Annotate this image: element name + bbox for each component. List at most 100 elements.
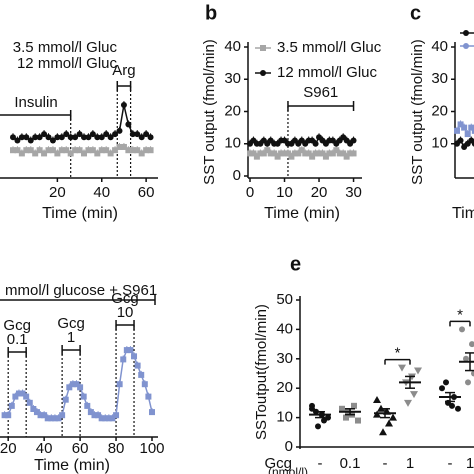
data-point [298,147,305,154]
data-point [63,131,70,138]
header: mmol/l glucose + S961 [5,282,157,299]
data-point [410,391,418,399]
data-point [103,131,110,138]
data-point [343,414,349,421]
data-point [385,419,393,427]
data-point [143,131,150,138]
data-point [149,409,155,416]
data-point [325,414,331,421]
legend-marker [463,30,469,36]
annotation: Gcg [3,317,31,334]
data-point [26,399,33,406]
data-point [439,385,445,392]
data-point [260,150,267,157]
data-point [326,150,333,157]
data-point [465,379,471,386]
data-point [414,367,422,375]
data-point [10,147,16,154]
x-axis-label: Time (min) [34,457,110,474]
data-point [322,153,329,160]
panel-letter: e [290,253,301,275]
data-point [27,147,34,154]
data-point [81,150,87,157]
data-point [102,415,109,422]
data-point [457,121,464,128]
data-point [73,381,80,388]
data-point [123,347,130,354]
data-point [271,150,278,157]
data-point [281,150,288,157]
y-tick-label: 40 [276,320,293,337]
data-point [94,150,101,157]
data-point [274,153,281,160]
data-point [373,395,381,403]
y-tick-label: 0 [285,438,293,455]
data-point [257,150,264,157]
data-point [41,131,48,138]
data-point [67,134,74,141]
x-tick-label: 1 [406,455,414,472]
data-point [58,147,65,154]
x-tick-label: 60 [138,184,155,201]
data-point [76,147,83,154]
data-point [138,150,145,157]
data-point [30,406,37,412]
data-point [454,127,460,134]
y-tick-label: 40 [224,38,241,55]
annotation-dose: 0.1 [7,331,28,348]
data-point [45,134,52,141]
data-point [145,393,152,400]
data-point [5,412,12,419]
data-point [288,153,295,160]
data-point [8,402,15,409]
x-axis-label: Time (min) [264,205,340,222]
data-point [36,147,43,154]
data-point [85,134,92,141]
data-point [109,415,116,422]
x-tick-label: - [383,455,388,472]
data-point [351,402,357,409]
data-point [278,150,285,157]
annotation: Gcg [57,315,85,332]
annotation: Arg [112,62,135,79]
annotation: Insulin [14,94,57,111]
data-point [116,143,123,150]
data-point [91,412,98,419]
data-point [49,137,56,144]
data-point [340,150,347,157]
data-point [127,347,134,354]
data-point [253,153,260,160]
data-point [295,150,302,157]
data-point [350,150,357,157]
y-tick-label: 30 [276,350,293,367]
data-point [27,137,34,144]
y-tick-label: 20 [431,102,448,119]
x-tick-label: 1 [466,455,474,472]
data-point [63,147,70,154]
data-point [398,364,406,372]
x-axis-unit: (nmol/l) [268,465,308,474]
data-point [32,150,39,157]
x-tick-label: 20 [0,440,17,457]
data-point [18,150,25,157]
data-point [58,134,65,141]
data-point [41,150,48,157]
annotation-dose: 1 [67,329,75,346]
data-point [312,150,319,157]
data-point [264,147,271,154]
data-point [309,153,316,160]
data-point [141,381,148,388]
data-point [87,409,94,416]
data-point [389,413,397,421]
data-point [45,147,52,154]
y-tick-label: 50 [276,291,293,308]
data-point [333,147,340,154]
y-tick-label: 10 [276,409,293,426]
data-point [72,134,79,141]
data-point [1,412,8,419]
data-point [14,137,21,144]
data-point [147,134,154,141]
data-point [48,415,55,422]
data-point [89,147,96,154]
